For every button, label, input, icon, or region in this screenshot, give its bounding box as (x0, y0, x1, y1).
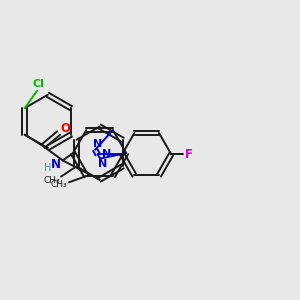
Text: F: F (185, 148, 193, 161)
Text: CH₃: CH₃ (44, 176, 60, 185)
Text: N: N (102, 149, 111, 159)
Text: Cl: Cl (33, 79, 45, 89)
Text: N: N (98, 159, 107, 169)
Text: O: O (61, 122, 70, 135)
Text: H: H (44, 163, 51, 173)
Text: CH₃: CH₃ (51, 180, 67, 189)
Text: N: N (50, 158, 60, 171)
Text: N: N (93, 139, 102, 149)
